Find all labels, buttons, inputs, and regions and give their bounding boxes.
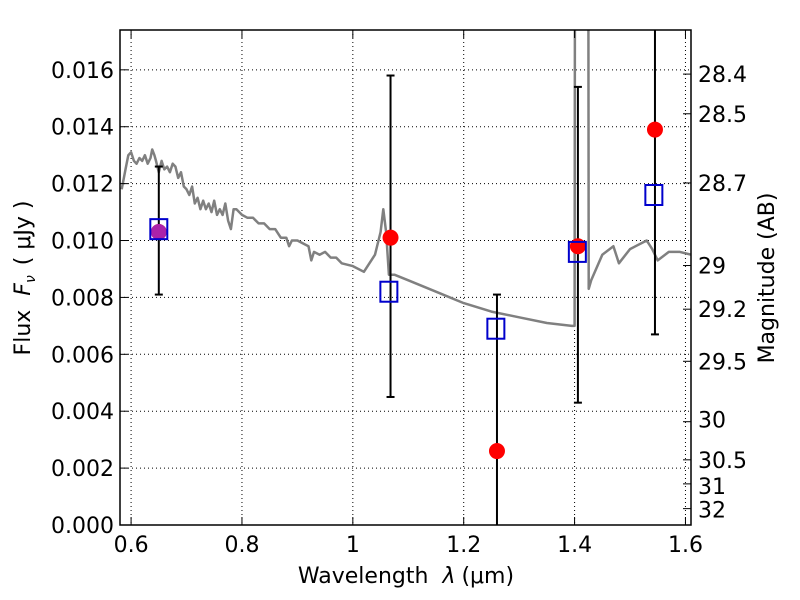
data-layer xyxy=(120,30,691,328)
y2-tick-label: 32 xyxy=(698,499,726,524)
y2-tick-label: 29.2 xyxy=(698,298,747,323)
y-axis-label: Flux Fν ( μJy ) xyxy=(11,201,39,356)
x-axis-label-unit: (μm) xyxy=(461,564,514,589)
observed-point xyxy=(646,121,663,138)
y-tick-label: 0.014 xyxy=(51,116,114,141)
y2-tick-label: 29.5 xyxy=(698,350,747,375)
x-tick-label: 1.4 xyxy=(557,533,592,558)
y-axis-label-subscript: ν xyxy=(23,275,39,283)
y-tick-label: 0.010 xyxy=(51,230,114,255)
y2-tick-label: 29 xyxy=(698,255,726,280)
tick-layer: 0.6 0.8 1 1.2 1.4 1.6 0.000 0.002 0.004 0.006 0.00… xyxy=(51,30,747,558)
x-axis-label: Wavelength λ (μm) xyxy=(298,564,514,589)
x-tick-label: 1.2 xyxy=(446,533,481,558)
y2-tick-label: 30.5 xyxy=(698,449,747,474)
y-axis-label-unit: ( μJy ) xyxy=(11,201,36,266)
y2-tick-label: 31 xyxy=(698,475,726,500)
y-tick-label: 0.000 xyxy=(51,514,114,539)
y-axis-label-prefix: Flux xyxy=(11,310,36,356)
y2-tick-label: 28.5 xyxy=(698,103,747,128)
model-point xyxy=(149,218,169,241)
x-axis-label-symbol: λ xyxy=(441,564,455,589)
y2-tick-label: 28.7 xyxy=(698,172,747,197)
x-tick-label: 0.6 xyxy=(114,533,149,558)
y2-tick-label: 28.4 xyxy=(698,63,747,88)
y-tick-label: 0.008 xyxy=(51,286,114,311)
y2-tick-label: 30 xyxy=(698,409,726,434)
y-tick-label: 0.016 xyxy=(51,59,114,84)
y-tick-label: 0.006 xyxy=(51,343,114,368)
x-tick-label: 0.8 xyxy=(224,533,259,558)
error-bars-layer xyxy=(149,30,664,525)
x-tick-label: 1 xyxy=(346,533,360,558)
observed-point xyxy=(488,443,505,460)
model-point xyxy=(644,184,664,206)
model-point xyxy=(567,240,587,263)
x-axis-label-prefix: Wavelength xyxy=(298,564,429,589)
y-axis-label-symbol: F xyxy=(11,283,36,296)
y-tick-label: 0.002 xyxy=(51,457,114,482)
x-tick-label: 1.6 xyxy=(668,533,703,558)
model-point xyxy=(486,317,506,340)
y2-axis-label: Magnitude (AB) xyxy=(755,193,780,364)
observed-point xyxy=(150,223,167,240)
model-point xyxy=(379,280,399,303)
y-tick-label: 0.012 xyxy=(51,173,114,198)
plot-frame xyxy=(119,29,692,526)
observed-point xyxy=(382,229,399,246)
sed-model-line xyxy=(120,30,691,328)
grid-lines xyxy=(120,30,691,526)
y-tick-label: 0.004 xyxy=(51,400,114,425)
